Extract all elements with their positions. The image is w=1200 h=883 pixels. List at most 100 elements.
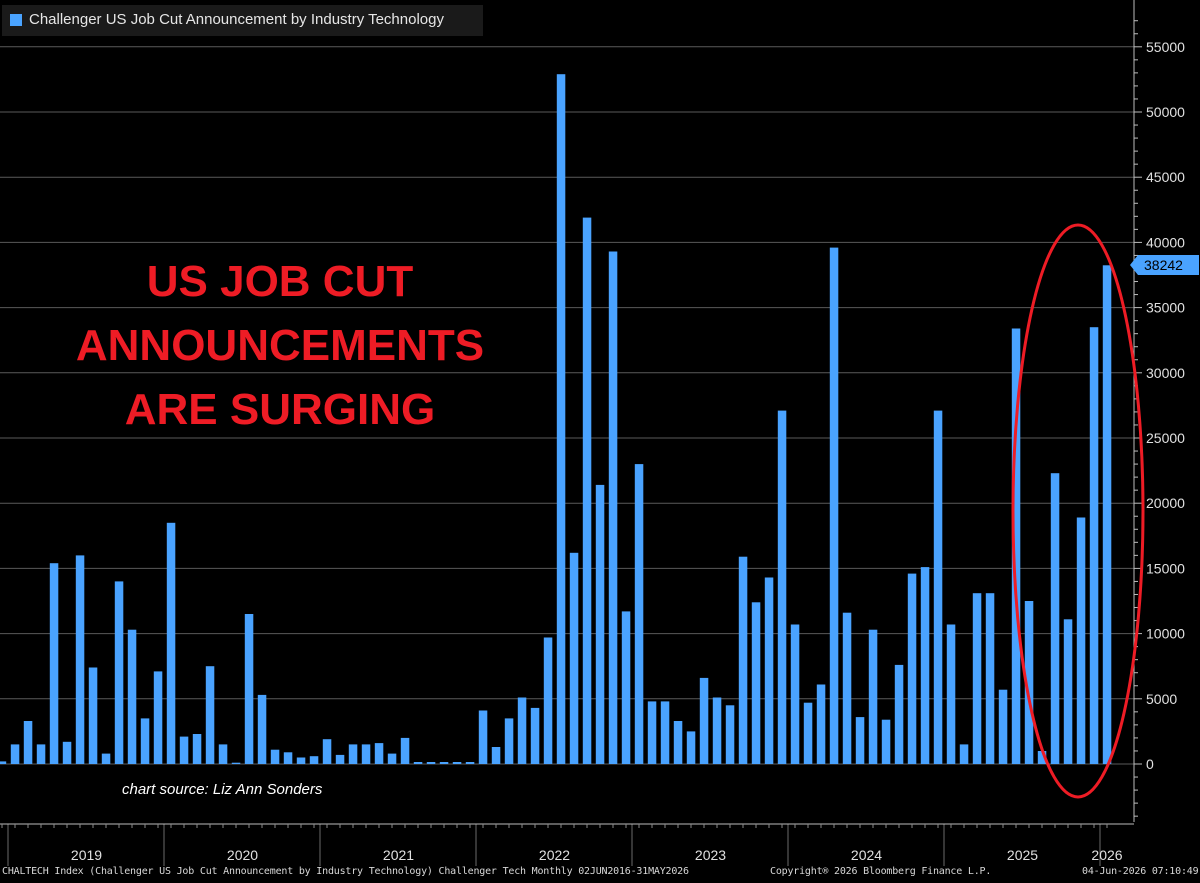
bar	[634, 464, 644, 764]
bar	[439, 762, 449, 764]
bar	[829, 247, 839, 765]
bar	[920, 567, 930, 764]
bar	[283, 752, 293, 764]
bar	[49, 563, 59, 764]
bar	[88, 667, 98, 764]
legend: Challenger US Job Cut Announcement by In…	[2, 5, 483, 36]
bar	[881, 719, 891, 764]
bar	[75, 555, 85, 764]
bar	[868, 629, 878, 764]
bar	[543, 637, 553, 764]
x-year-label: 2019	[71, 847, 102, 863]
last-value-tag: 38242	[1130, 255, 1199, 275]
bar	[569, 552, 579, 764]
headline-line-3: ARE SURGING	[124, 385, 436, 434]
bar	[127, 629, 137, 764]
bar	[595, 484, 605, 764]
bar	[153, 671, 163, 764]
bar	[816, 684, 826, 764]
bar	[374, 743, 384, 764]
footer-index-description: CHALTECH Index (Challenger US Job Cut An…	[2, 866, 689, 877]
y-tick-label: 20000	[1146, 495, 1185, 511]
bar	[608, 251, 618, 764]
bar	[972, 593, 982, 764]
bar	[1037, 751, 1047, 764]
bar	[101, 753, 111, 764]
y-tick-label: 55000	[1146, 39, 1185, 55]
x-year-label: 2025	[1007, 847, 1038, 863]
bar	[582, 217, 592, 765]
bar	[192, 734, 202, 764]
bar	[335, 754, 345, 764]
bar	[400, 737, 410, 764]
bar	[166, 522, 176, 764]
bar	[1102, 265, 1112, 764]
headline-line-1: US JOB CUT	[146, 257, 414, 306]
bar	[699, 677, 709, 764]
x-year-label: 2020	[227, 847, 258, 863]
y-tick-label: 50000	[1146, 104, 1185, 120]
bar	[1024, 601, 1034, 764]
bar	[738, 556, 748, 764]
headline-line-2: ANNOUNCEMENTS	[75, 321, 485, 370]
bar	[309, 756, 319, 764]
bar	[998, 689, 1008, 764]
bar	[23, 721, 33, 764]
bar	[218, 744, 228, 764]
bar	[1089, 327, 1099, 764]
bar	[959, 744, 969, 764]
bar	[764, 577, 774, 764]
bar	[803, 702, 813, 764]
bar	[205, 666, 215, 764]
bar	[0, 761, 7, 764]
bar	[387, 753, 397, 764]
bar	[361, 744, 371, 764]
y-tick-label: 35000	[1146, 300, 1185, 316]
bar	[140, 718, 150, 764]
bar	[452, 762, 462, 764]
bar	[621, 611, 631, 764]
x-axis: 2019 2020 2021 2022 2023 2024 2025 2026	[0, 823, 1134, 863]
bar	[465, 762, 475, 764]
y-tick-label: 15000	[1146, 560, 1185, 576]
bar	[62, 741, 72, 764]
headline-annotation: US JOB CUT ANNOUNCEMENTS ARE SURGING	[50, 250, 510, 442]
y-tick-label: 0	[1146, 756, 1154, 772]
bar	[751, 602, 761, 764]
x-year-label: 2024	[851, 847, 882, 863]
bar	[504, 718, 514, 764]
bar	[257, 694, 267, 764]
bar	[556, 74, 566, 764]
footer-copyright: Copyright® 2026 Bloomberg Finance L.P.	[770, 866, 992, 877]
bar	[1011, 328, 1021, 764]
bar	[660, 701, 670, 764]
x-year-label: 2023	[695, 847, 726, 863]
bar	[712, 697, 722, 764]
bar	[491, 747, 501, 764]
bar	[478, 710, 488, 764]
bars	[0, 74, 1112, 765]
bar	[894, 664, 904, 764]
bar	[296, 757, 306, 764]
chart-source-note: chart source: Liz Ann Sonders	[122, 781, 323, 798]
bar	[426, 762, 436, 764]
bar	[933, 410, 943, 764]
y-tick-label: 45000	[1146, 169, 1185, 185]
bar	[1063, 619, 1073, 764]
gridlines	[0, 46, 1134, 866]
bar	[270, 749, 280, 764]
x-year-label: 2021	[383, 847, 414, 863]
bar	[790, 624, 800, 764]
y-axis: 0 5000 10000 15000 20000 25000 30000 35000 40000…	[1133, 0, 1185, 822]
bar	[842, 612, 852, 764]
y-tick-label: 10000	[1146, 626, 1185, 642]
y-tick-label: 30000	[1146, 365, 1185, 381]
bar	[517, 697, 527, 764]
y-tick-label: 25000	[1146, 430, 1185, 446]
bar	[36, 744, 46, 764]
bar	[946, 624, 956, 764]
bar	[10, 744, 20, 764]
y-tick-label: 5000	[1146, 691, 1177, 707]
bar	[725, 705, 735, 764]
